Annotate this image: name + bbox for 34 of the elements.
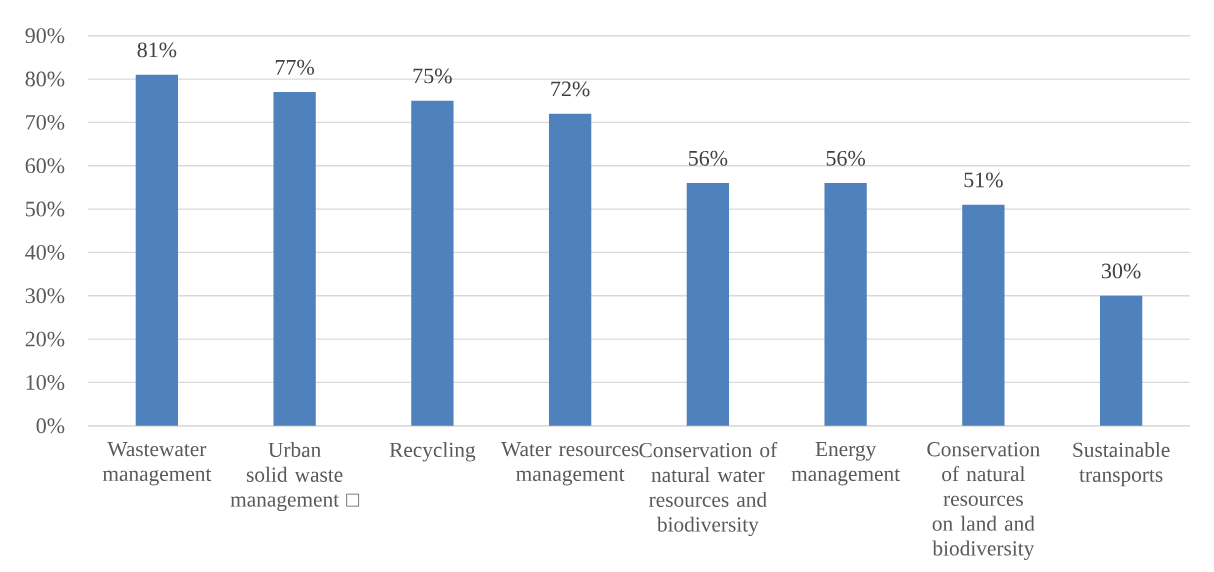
bar [411, 100, 454, 426]
x-tick-label: Conservation of natural water resources and biodiversity [639, 442, 778, 537]
bar [273, 92, 316, 426]
data-label: 77% [275, 59, 315, 75]
x-tick-label: Recycling [389, 442, 476, 462]
bar [135, 74, 179, 426]
x-tick-label: Water resources management [501, 442, 639, 486]
x-tick-label: Energy management [791, 442, 900, 486]
x-tick-label: Sustainable transports [1073, 442, 1170, 487]
data-label: 56% [826, 150, 866, 166]
bar [962, 204, 1005, 426]
y-tick-label: 40% [25, 244, 65, 260]
data-label: 30% [1102, 263, 1141, 279]
x-tick-label: Urban solid waste management □ [230, 442, 360, 512]
y-tick-label: 30% [25, 288, 65, 304]
bar [1099, 295, 1143, 426]
bar [548, 113, 592, 426]
data-label: 51% [964, 172, 1003, 188]
bar [686, 183, 730, 426]
bar [824, 183, 867, 426]
x-tick-label: Wastewater management [102, 442, 212, 486]
y-tick-label: 60% [25, 158, 65, 174]
x-tick-label: Conservation of natural resources on land and biodiversity [927, 442, 1040, 560]
data-label: 75% [413, 68, 452, 84]
y-tick-label: 80% [25, 71, 65, 87]
y-tick-label: 10% [26, 374, 65, 390]
data-label: 72% [551, 81, 590, 97]
data-label: 81% [137, 42, 177, 58]
y-tick-label: 50% [26, 201, 65, 217]
y-tick-label: 70% [26, 114, 65, 130]
y-tick-label: 20% [25, 331, 65, 347]
y-tick-label: 90% [25, 28, 65, 44]
data-label: 56% [688, 150, 728, 166]
y-tick-label: 0% [36, 418, 65, 434]
